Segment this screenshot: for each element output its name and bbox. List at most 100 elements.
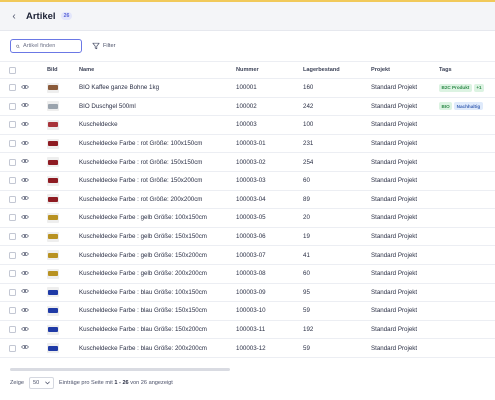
tags-cell: [439, 284, 495, 302]
eye-icon[interactable]: [21, 102, 29, 110]
entries-prefix: Einträge pro Seite mit: [59, 380, 113, 386]
table-row[interactable]: Kuscheldecke Farbe : rot Größe: 150x200c…: [0, 172, 495, 191]
article-number: 100001: [236, 84, 257, 92]
table-row[interactable]: Kuscheldecke Farbe : rot Größe: 150x150c…: [0, 153, 495, 172]
filter-icon: [92, 42, 100, 50]
article-name[interactable]: Kuscheldecke Farbe : blau Größe: 150x200…: [79, 326, 207, 334]
column-header-tags[interactable]: Tags: [439, 67, 452, 73]
eye-icon[interactable]: [21, 140, 29, 148]
article-name[interactable]: Kuscheldecke Farbe : blau Größe: 200x200…: [79, 344, 207, 352]
row-checkbox[interactable]: [9, 270, 16, 278]
row-checkbox[interactable]: [9, 121, 16, 129]
product-thumbnail: [47, 268, 59, 279]
filter-button[interactable]: Filter: [92, 42, 115, 50]
eye-icon[interactable]: [21, 307, 29, 315]
eye-icon[interactable]: [21, 195, 29, 203]
eye-icon[interactable]: [21, 214, 29, 222]
eye-icon[interactable]: [21, 84, 29, 92]
eye-icon[interactable]: [21, 121, 29, 129]
article-number: 100003-04: [236, 195, 266, 203]
tag-badge: Nachhaltig: [454, 102, 483, 111]
eye-icon[interactable]: [21, 233, 29, 241]
article-name[interactable]: Kuscheldecke Farbe : gelb Größe: 150x200…: [79, 251, 207, 259]
eye-icon[interactable]: [21, 344, 29, 352]
back-chevron-icon[interactable]: ‹: [12, 10, 16, 22]
article-name[interactable]: Kuscheldecke Farbe : gelb Größe: 150x150…: [79, 233, 207, 241]
stock-value: 231: [303, 140, 314, 148]
project-name: Standard Projekt: [371, 121, 418, 129]
show-label: Zeige: [10, 380, 24, 386]
product-thumbnail: [47, 175, 59, 186]
article-name[interactable]: Kuscheldecke Farbe : blau Größe: 150x150…: [79, 307, 207, 315]
pagination-footer: Zeige 50 Einträge pro Seite mit 1 - 26 v…: [10, 376, 173, 390]
row-checkbox[interactable]: [9, 326, 16, 334]
column-header-lagerbestand[interactable]: Lagerbestand: [303, 67, 340, 73]
eye-icon[interactable]: [21, 326, 29, 334]
tags-cell: B2C Produkt +1: [439, 79, 495, 97]
table-row[interactable]: Kuscheldecke Farbe : blau Größe: 200x200…: [0, 339, 495, 358]
eye-icon[interactable]: [21, 177, 29, 185]
tags-cell: [439, 228, 495, 246]
project-name: Standard Projekt: [371, 344, 418, 352]
table-row[interactable]: Kuscheldecke Farbe : gelb Größe: 150x150…: [0, 228, 495, 247]
article-number: 100003-01: [236, 140, 266, 148]
stock-value: 19: [303, 233, 310, 241]
column-header-nummer[interactable]: Nummer: [236, 67, 259, 73]
table-row[interactable]: Kuscheldecke Farbe : rot Größe: 100x150c…: [0, 135, 495, 154]
article-name[interactable]: Kuscheldecke: [79, 121, 118, 129]
article-name[interactable]: BIO Kaffee ganze Bohne 1kg: [79, 84, 160, 92]
row-checkbox[interactable]: [9, 84, 16, 92]
search-box[interactable]: [10, 39, 82, 53]
eye-icon[interactable]: [21, 270, 29, 278]
article-name[interactable]: Kuscheldecke Farbe : rot Größe: 150x150c…: [79, 158, 203, 166]
article-name[interactable]: BIO Duschgel 500ml: [79, 102, 136, 110]
table-row[interactable]: BIO Duschgel 500ml 100002 242 Standard P…: [0, 98, 495, 117]
table-row[interactable]: Kuscheldecke Farbe : gelb Größe: 200x200…: [0, 265, 495, 284]
eye-icon[interactable]: [21, 288, 29, 296]
table-row[interactable]: BIO Kaffee ganze Bohne 1kg 100001 160 St…: [0, 79, 495, 98]
product-thumbnail: [47, 194, 59, 205]
eye-icon[interactable]: [21, 251, 29, 259]
article-name[interactable]: Kuscheldecke Farbe : gelb Größe: 200x200…: [79, 270, 207, 278]
article-name[interactable]: Kuscheldecke Farbe : rot Größe: 150x200c…: [79, 177, 203, 185]
select-all-checkbox[interactable]: [9, 66, 16, 74]
article-name[interactable]: Kuscheldecke Farbe : gelb Größe: 100x150…: [79, 214, 207, 222]
row-checkbox[interactable]: [9, 288, 16, 296]
row-checkbox[interactable]: [9, 233, 16, 241]
row-checkbox[interactable]: [9, 140, 16, 148]
table-row[interactable]: Kuscheldecke Farbe : gelb Größe: 100x150…: [0, 209, 495, 228]
table-row[interactable]: Kuscheldecke 100003 100 Standard Projekt: [0, 116, 495, 135]
table-header-row: Bild Name Nummer Lagerbestand Projekt Ta…: [0, 61, 495, 79]
article-number: 100003-03: [236, 177, 266, 185]
entries-range: 1 - 26: [114, 380, 129, 386]
table-row[interactable]: Kuscheldecke Farbe : blau Größe: 150x150…: [0, 302, 495, 321]
search-icon: [16, 44, 20, 48]
table-row[interactable]: Kuscheldecke Farbe : blau Größe: 150x200…: [0, 321, 495, 340]
column-header-projekt[interactable]: Projekt: [371, 67, 390, 73]
row-checkbox[interactable]: [9, 251, 16, 259]
page-size-select[interactable]: 50: [29, 377, 54, 389]
project-name: Standard Projekt: [371, 233, 418, 241]
row-checkbox[interactable]: [9, 195, 16, 203]
search-input[interactable]: [23, 43, 81, 49]
table-row[interactable]: Kuscheldecke Farbe : rot Größe: 200x200c…: [0, 191, 495, 210]
article-name[interactable]: Kuscheldecke Farbe : blau Größe: 100x150…: [79, 288, 207, 296]
row-checkbox[interactable]: [9, 177, 16, 185]
article-name[interactable]: Kuscheldecke Farbe : rot Größe: 100x150c…: [79, 140, 203, 148]
column-header-name[interactable]: Name: [79, 67, 95, 73]
product-thumbnail: [47, 250, 59, 261]
article-name[interactable]: Kuscheldecke Farbe : rot Größe: 200x200c…: [79, 195, 203, 203]
tags-cell: [439, 191, 495, 209]
row-checkbox[interactable]: [9, 214, 16, 222]
row-checkbox[interactable]: [9, 344, 16, 352]
table-row[interactable]: Kuscheldecke Farbe : gelb Größe: 150x200…: [0, 246, 495, 265]
product-thumbnail: [47, 343, 59, 354]
row-checkbox[interactable]: [9, 102, 16, 110]
project-name: Standard Projekt: [371, 270, 418, 278]
horizontal-scrollbar[interactable]: [10, 368, 230, 371]
column-header-bild[interactable]: Bild: [47, 67, 58, 73]
row-checkbox[interactable]: [9, 307, 16, 315]
eye-icon[interactable]: [21, 158, 29, 166]
table-row[interactable]: Kuscheldecke Farbe : blau Größe: 100x150…: [0, 284, 495, 303]
row-checkbox[interactable]: [9, 158, 16, 166]
